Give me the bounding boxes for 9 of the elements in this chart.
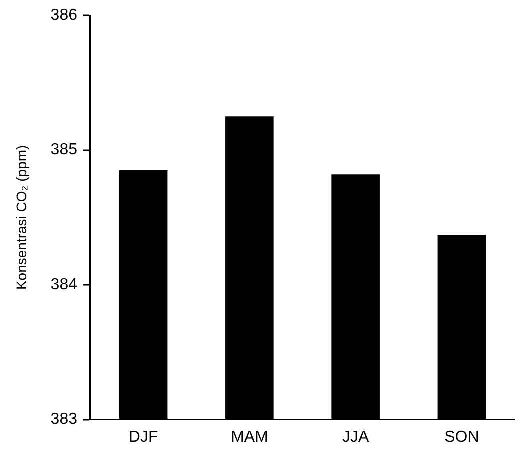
y-tick-label: 384	[50, 276, 78, 294]
x-tick-label: JJA	[342, 428, 370, 446]
x-tick-label: DJF	[128, 428, 158, 446]
y-tick-label: 386	[50, 7, 78, 24]
x-tick-label: MAM	[231, 428, 268, 446]
y-tick-label: 383	[50, 411, 78, 428]
x-tick-label: SON	[444, 428, 480, 446]
y-tick-label: 385	[50, 142, 78, 159]
y-axis-title: Konsentrasi CO₂ (ppm)	[13, 145, 30, 290]
